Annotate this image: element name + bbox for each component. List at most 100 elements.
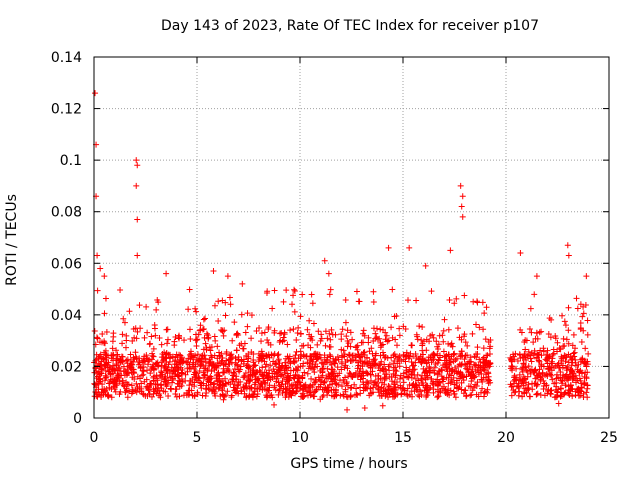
data-point (371, 379, 378, 386)
data-point (370, 298, 377, 305)
data-point (398, 357, 405, 364)
data-point (457, 351, 464, 358)
data-point (194, 351, 201, 358)
data-point (286, 383, 293, 390)
data-point (552, 335, 559, 342)
data-point (563, 336, 570, 343)
data-point (334, 364, 341, 371)
data-point (103, 373, 110, 380)
data-point (106, 368, 113, 375)
data-point (473, 354, 480, 361)
data-point (428, 357, 435, 364)
data-point (132, 349, 139, 356)
data-point (569, 368, 576, 375)
data-point (265, 325, 272, 332)
data-point (246, 363, 253, 370)
data-point (419, 324, 426, 331)
data-point (139, 359, 146, 366)
data-point (519, 393, 526, 400)
data-point (446, 392, 453, 399)
data-point (222, 380, 229, 387)
data-point (437, 354, 444, 361)
data-point (434, 382, 441, 389)
data-point (107, 370, 114, 377)
data-point (109, 345, 116, 352)
data-point (367, 377, 374, 384)
data-point (100, 339, 107, 346)
data-point (177, 378, 184, 385)
data-point (385, 363, 392, 370)
data-point (308, 365, 315, 372)
data-point (338, 331, 345, 338)
data-point (507, 354, 514, 361)
data-point (518, 365, 525, 372)
data-point (218, 358, 225, 365)
data-point (363, 354, 370, 361)
data-point (564, 363, 571, 370)
data-point (125, 370, 132, 377)
data-point (137, 325, 144, 332)
data-point (330, 358, 337, 365)
data-point (277, 372, 284, 379)
data-point (307, 344, 314, 351)
data-point (276, 367, 283, 374)
data-point (532, 335, 539, 342)
data-point (176, 377, 183, 384)
data-point (459, 213, 466, 220)
data-point (570, 373, 577, 380)
data-point (216, 373, 223, 380)
data-point (151, 325, 158, 332)
data-point (192, 374, 199, 381)
data-point (97, 376, 104, 383)
data-point (231, 319, 238, 326)
data-point (472, 361, 479, 368)
data-point (384, 391, 391, 398)
data-point (269, 394, 276, 401)
data-point (176, 372, 183, 379)
data-point (481, 310, 488, 317)
data-point (354, 373, 361, 380)
data-point (206, 356, 213, 363)
data-point (173, 351, 180, 358)
data-point (143, 376, 150, 383)
data-point (549, 376, 556, 383)
data-point (469, 387, 476, 394)
data-point (529, 380, 536, 387)
data-point (163, 382, 170, 389)
data-point (418, 380, 425, 387)
data-point (474, 344, 481, 351)
data-point (482, 336, 489, 343)
data-point (332, 331, 339, 338)
data-point (128, 362, 135, 369)
data-point (318, 331, 325, 338)
data-point (204, 366, 211, 373)
data-point (457, 353, 464, 360)
data-point (520, 382, 527, 389)
data-point (357, 365, 364, 372)
data-point (370, 288, 377, 295)
data-point (200, 316, 207, 323)
data-point (347, 394, 354, 401)
data-point (571, 353, 578, 360)
data-point (153, 306, 160, 313)
data-point (528, 358, 535, 365)
data-point (140, 391, 147, 398)
data-point (196, 367, 203, 374)
data-point (378, 358, 385, 365)
data-point (576, 375, 583, 382)
data-point (386, 383, 393, 390)
data-point (248, 384, 255, 391)
data-point (148, 333, 155, 340)
data-point (206, 344, 213, 351)
data-point (555, 400, 562, 407)
data-point (136, 355, 143, 362)
data-point (482, 388, 489, 395)
data-point (451, 350, 458, 357)
data-point (99, 386, 106, 393)
data-point (547, 390, 554, 397)
data-point (147, 380, 154, 387)
data-point (424, 382, 431, 389)
data-point (102, 372, 109, 379)
data-point (220, 369, 227, 376)
data-point (521, 350, 528, 357)
